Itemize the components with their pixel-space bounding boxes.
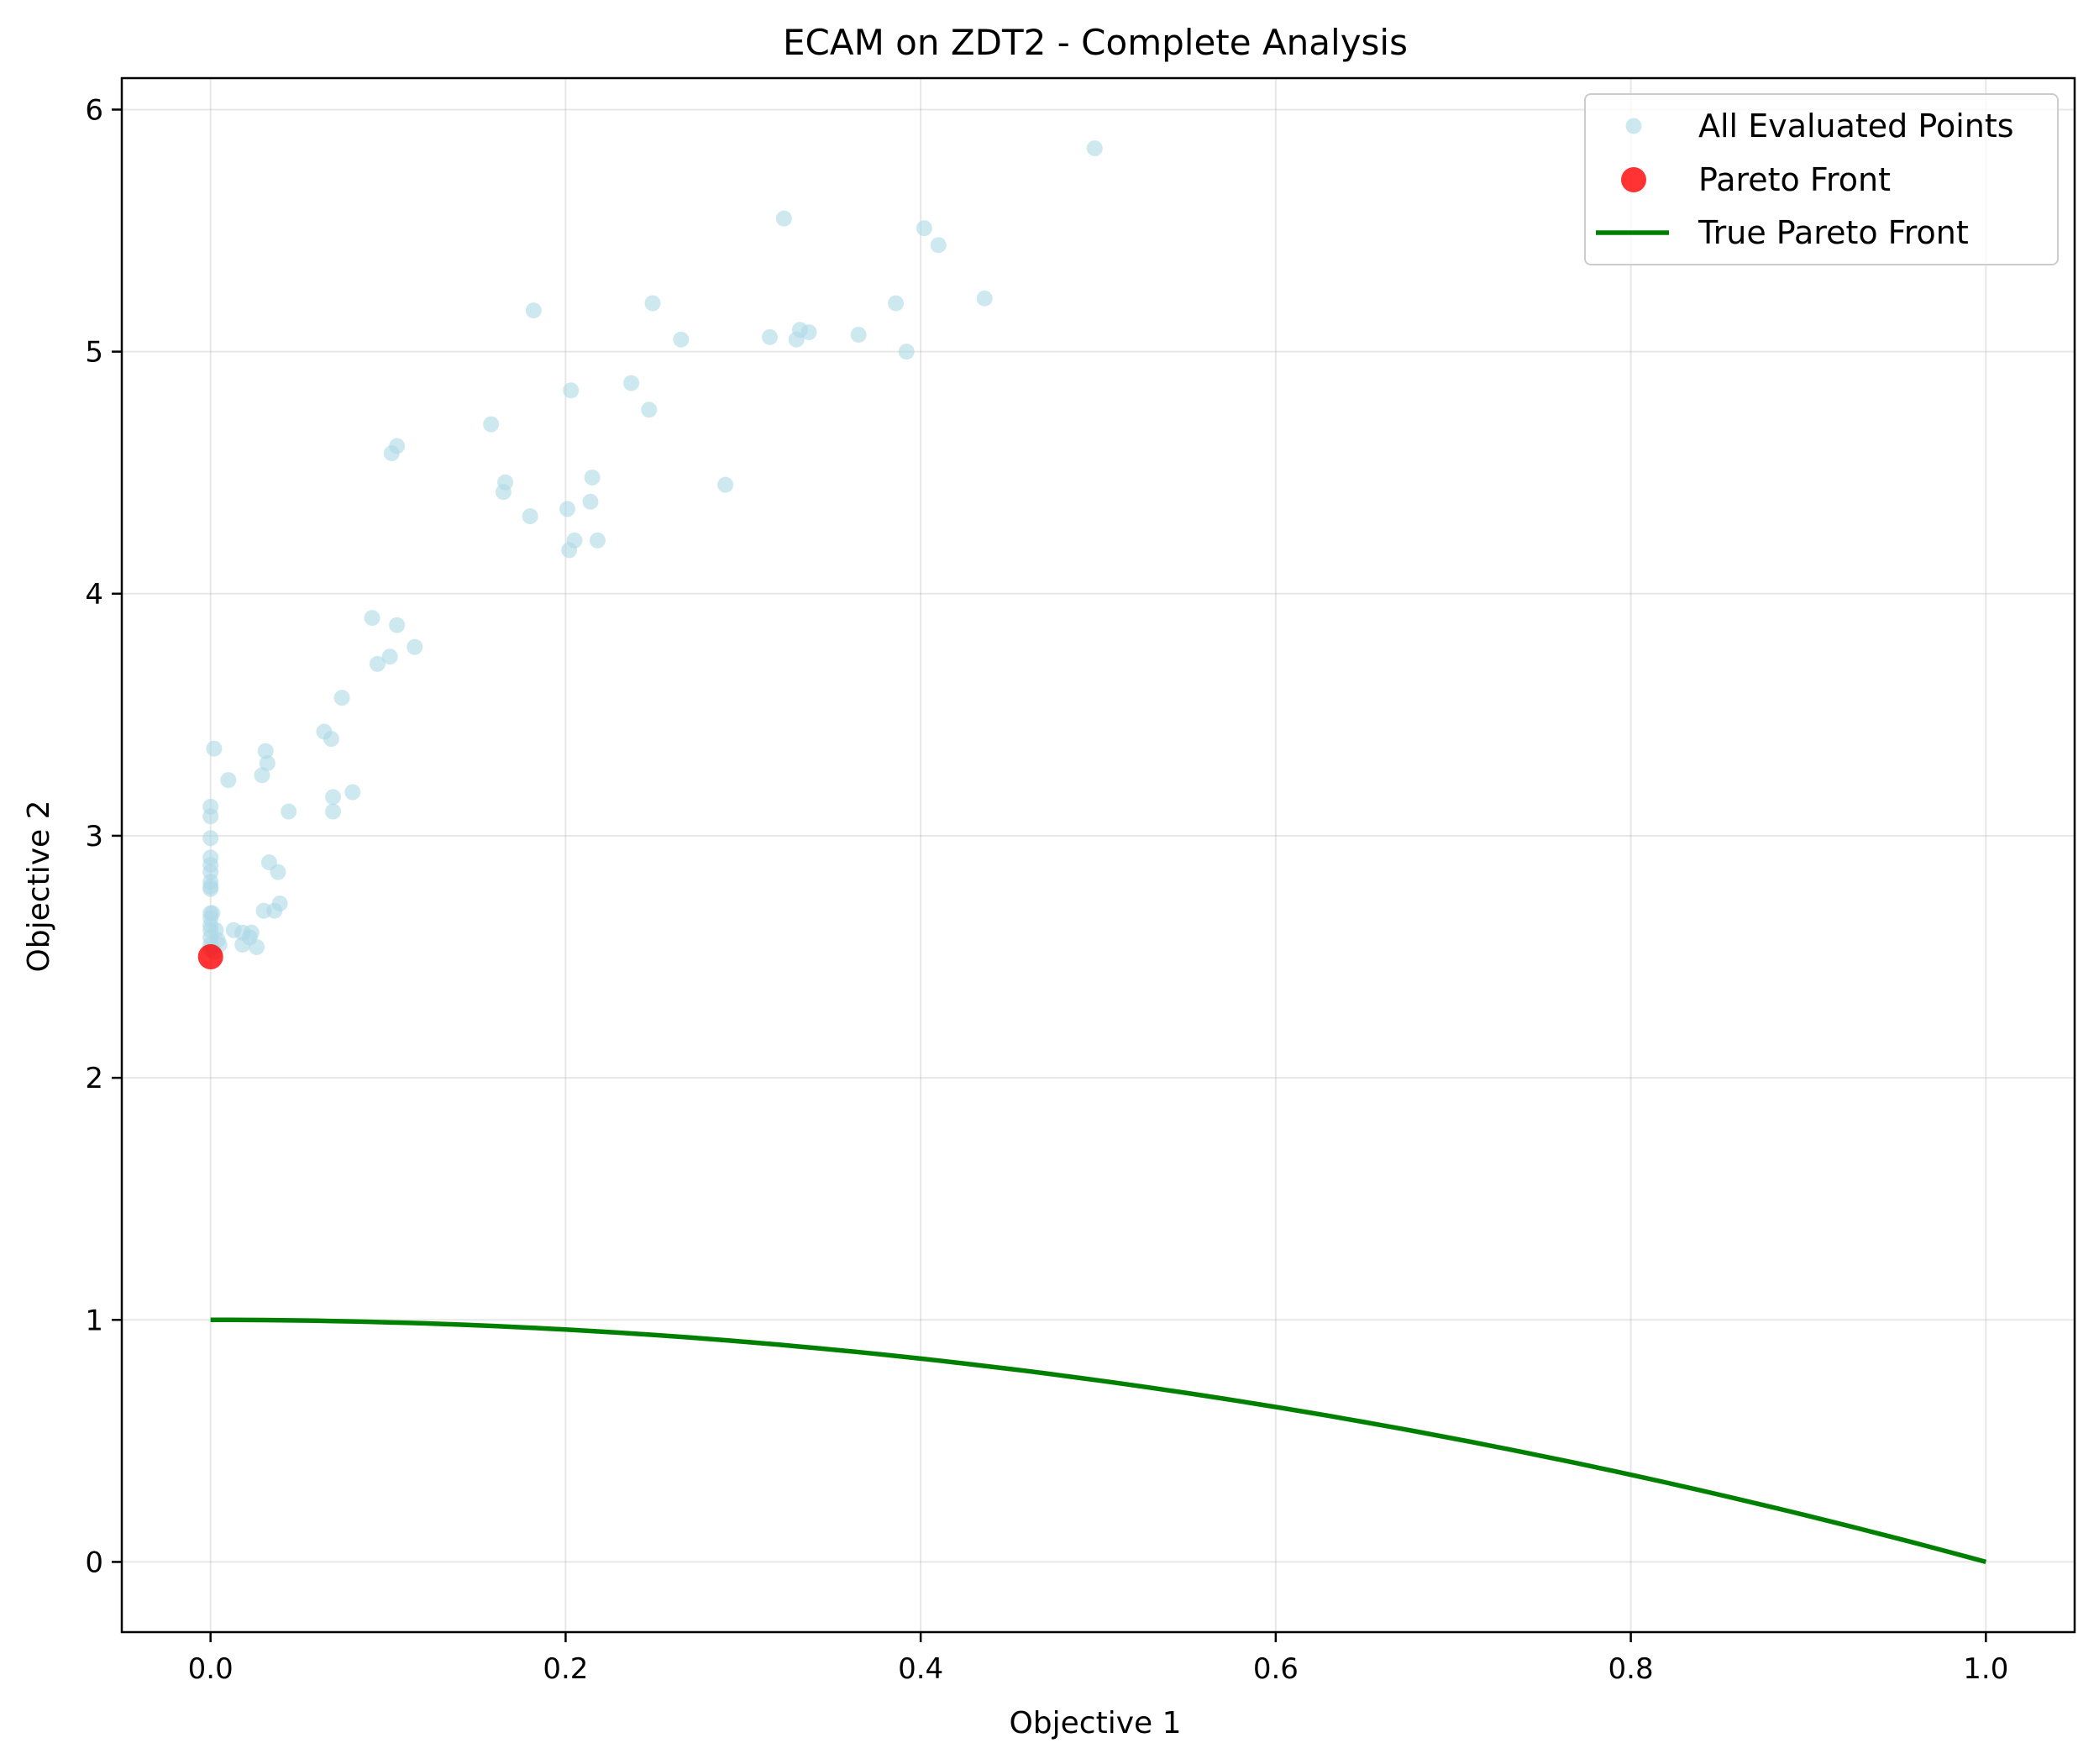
evaluated-point <box>800 324 817 341</box>
evaluated-point <box>775 210 792 227</box>
x-tick-label: 0.0 <box>188 1652 234 1686</box>
evaluated-point <box>249 939 265 956</box>
evaluated-point <box>220 772 237 789</box>
legend-swatch-marker <box>1621 167 1646 192</box>
plot-frame <box>120 76 2076 1634</box>
y-tick-label: 6 <box>85 93 103 127</box>
evaluated-point <box>364 610 380 627</box>
chart-title: ECAM on ZDT2 - Complete Analysis <box>783 22 1408 63</box>
evaluated-point <box>559 501 576 517</box>
pareto-front-point <box>197 944 223 970</box>
evaluated-point <box>623 375 640 391</box>
evaluated-point <box>930 237 947 254</box>
x-tick-label: 0.4 <box>898 1652 943 1686</box>
evaluated-point <box>761 328 778 345</box>
evaluated-point <box>888 295 905 312</box>
evaluated-point <box>206 740 223 757</box>
legend-swatch-marker <box>1625 118 1642 134</box>
y-tick-label: 0 <box>85 1546 103 1579</box>
evaluated-point <box>202 880 219 897</box>
evaluated-point <box>589 532 606 549</box>
evaluated-point <box>525 302 542 319</box>
x-tick-label: 0.6 <box>1253 1652 1299 1686</box>
evaluated-point <box>673 331 690 348</box>
evaluated-point <box>850 326 867 343</box>
axis-ticks: 0.0 0.2 0.4 0.6 0.8 1.0 0 1 2 3 4 5 6 <box>85 93 2008 1686</box>
y-tick-label: 2 <box>85 1062 103 1095</box>
x-tick-label: 0.2 <box>543 1652 588 1686</box>
y-tick-label: 5 <box>85 336 103 370</box>
evaluated-point <box>234 937 251 953</box>
evaluated-point <box>584 469 601 486</box>
evaluated-point <box>495 484 512 501</box>
evaluated-point <box>1086 140 1103 157</box>
x-axis-label: Objective 1 <box>1009 1706 1181 1740</box>
evaluated-point <box>255 902 272 919</box>
y-tick-label: 1 <box>85 1304 103 1337</box>
evaluated-point <box>202 808 219 825</box>
legend-label: True Pareto Front <box>1698 214 1969 251</box>
evaluated-point <box>325 789 342 806</box>
evaluated-point <box>898 344 915 360</box>
evaluated-point <box>325 803 342 820</box>
grid-lines <box>122 78 2075 1632</box>
evaluated-point <box>389 617 406 633</box>
evaluated-point <box>381 648 398 665</box>
evaluated-point <box>323 731 339 748</box>
x-tick-label: 1.0 <box>1963 1652 2008 1686</box>
evaluated-point <box>202 830 219 847</box>
y-tick-label: 4 <box>85 578 103 612</box>
true-pareto-front-line <box>210 1317 1987 1565</box>
evaluated-point <box>333 690 350 706</box>
evaluated-point <box>561 542 578 559</box>
plot-series <box>197 140 1987 1565</box>
y-tick-label: 3 <box>85 820 103 853</box>
evaluated-point <box>254 767 270 784</box>
y-axis-label: Objective 2 <box>22 800 56 972</box>
evaluated-point <box>281 803 297 820</box>
evaluated-point <box>582 493 599 510</box>
legend-box <box>1584 93 2059 265</box>
legend: All Evaluated Points Pareto Front True Par… <box>1584 93 2059 265</box>
evaluated-point <box>916 220 932 237</box>
evaluated-point <box>369 655 386 672</box>
evaluated-point <box>344 784 361 801</box>
evaluated-point <box>522 508 538 525</box>
evaluated-point <box>270 864 286 880</box>
evaluated-point <box>259 754 275 771</box>
evaluated-point <box>644 295 661 312</box>
legend-label: Pareto Front <box>1698 161 1891 198</box>
evaluated-point <box>483 416 500 433</box>
evaluated-point <box>563 382 580 399</box>
evaluated-point <box>717 476 734 493</box>
x-tick-label: 0.8 <box>1608 1652 1654 1686</box>
legend-label: All Evaluated Points <box>1698 108 2014 144</box>
evaluated-point <box>257 743 274 759</box>
evaluated-point <box>383 445 400 462</box>
evaluated-point <box>407 638 423 655</box>
evaluated-point <box>641 402 658 418</box>
evaluated-point <box>788 331 805 348</box>
evaluated-point <box>976 290 993 307</box>
